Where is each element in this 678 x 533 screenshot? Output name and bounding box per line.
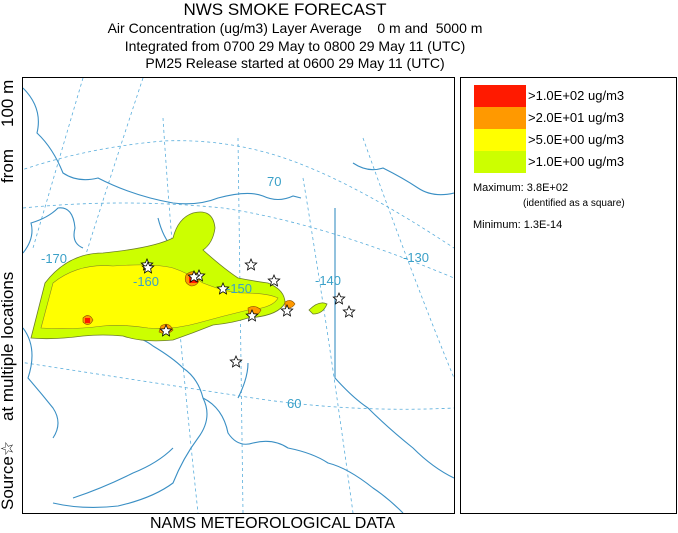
source-star-icon bbox=[229, 354, 243, 368]
legend-swatch-1 bbox=[474, 85, 526, 107]
side-label-from: from bbox=[0, 149, 17, 183]
siberia-south-coast bbox=[23, 327, 59, 439]
grid-label-lat60: 60 bbox=[287, 396, 301, 411]
source-star-icon bbox=[159, 323, 173, 337]
legend-maximum-note: (identified as a square) bbox=[523, 198, 625, 209]
grid-label-lon130: -130 bbox=[403, 250, 429, 265]
legend-label-4: >1.0E+00 ug/m3 bbox=[528, 154, 625, 169]
side-label-source: Source☆ bbox=[0, 440, 17, 510]
map-panel: 70 60 -170 -160 -150 -140 -130 bbox=[22, 77, 455, 514]
coastlines bbox=[23, 87, 454, 513]
legend-item-1: >1.0E+02 ug/m3 bbox=[474, 85, 654, 107]
smoke-plume bbox=[30, 211, 328, 342]
legend-item-4: >1.0E+00 ug/m3 bbox=[474, 151, 654, 173]
plume-level-3 bbox=[82, 271, 296, 334]
latitude-line-60 bbox=[23, 362, 454, 410]
source-star-icon bbox=[332, 291, 346, 305]
smoke-map: 70 60 -170 -160 -150 -140 -130 bbox=[23, 78, 454, 513]
legend-swatch-4 bbox=[474, 151, 526, 173]
legend-swatch-2 bbox=[474, 107, 526, 129]
grid-label-lon160: -160 bbox=[133, 274, 159, 289]
plume-fragment bbox=[308, 302, 328, 315]
longitude-line-140 bbox=[302, 177, 354, 513]
canadian-arctic-coast bbox=[352, 162, 454, 196]
legend-minimum: Minimum: 1.3E-14 bbox=[473, 219, 563, 231]
page-title: NWS SMOKE FORECAST bbox=[183, 0, 387, 19]
latitude-line-65 bbox=[23, 202, 454, 279]
legend-maximum: Maximum: 3.8E+02 bbox=[473, 182, 569, 194]
arctic-coast bbox=[23, 87, 302, 205]
legend-swatch-3 bbox=[474, 129, 526, 151]
side-label-multiple: at multiple locations bbox=[0, 271, 17, 421]
source-star-icon bbox=[245, 308, 259, 322]
chukotka-coast bbox=[23, 207, 84, 254]
gulf-alaska-coast bbox=[202, 397, 404, 513]
legend-panel: >1.0E+02 ug/m3 >2.0E+01 ug/m3 >5.0E+00 u… bbox=[460, 77, 677, 514]
source-star-icon bbox=[244, 257, 258, 271]
subtitle-concentration: Air Concentration (ug/m3) Layer Average … bbox=[107, 20, 483, 36]
legend-label-3: >5.0E+00 ug/m3 bbox=[528, 132, 625, 147]
latitude-line-70 bbox=[23, 140, 454, 249]
subtitle-integration: Integrated from 0700 29 May to 0800 29 M… bbox=[124, 38, 466, 54]
grid-label-lon140: -140 bbox=[315, 273, 341, 288]
legend-item-3: >5.0E+00 ug/m3 bbox=[474, 129, 654, 151]
bering-coast bbox=[52, 332, 208, 508]
source-markers bbox=[140, 257, 356, 368]
source-star-icon bbox=[342, 304, 356, 318]
legend-item-2: >2.0E+01 ug/m3 bbox=[474, 107, 654, 129]
source-star-icon bbox=[141, 260, 155, 274]
legend-label-1: >1.0E+02 ug/m3 bbox=[528, 88, 625, 103]
subtitle-release: PM25 Release started at 0600 29 May 11 (… bbox=[145, 55, 445, 71]
source-star-icon bbox=[280, 303, 294, 317]
grid-label-lon170: -170 bbox=[41, 251, 67, 266]
source-star-icon bbox=[216, 281, 230, 295]
source-star-icon bbox=[187, 269, 201, 283]
grid-label-lat70: 70 bbox=[267, 174, 281, 189]
longitude-line-130 bbox=[362, 137, 454, 379]
legend-label-2: >2.0E+01 ug/m3 bbox=[528, 110, 625, 125]
side-label-height: 100 m bbox=[0, 80, 17, 127]
grid-label-lon150: -150 bbox=[226, 281, 252, 296]
data-source-footer: NAMS METEOROLOGICAL DATA bbox=[150, 515, 396, 532]
cook-inlet bbox=[237, 362, 249, 399]
aleutian-chain bbox=[72, 447, 174, 499]
longitude-line-150 bbox=[237, 137, 244, 513]
source-star-icon bbox=[267, 273, 281, 287]
canada-border bbox=[334, 208, 454, 479]
graticule bbox=[23, 78, 454, 513]
longitude-line-160 bbox=[162, 117, 199, 513]
